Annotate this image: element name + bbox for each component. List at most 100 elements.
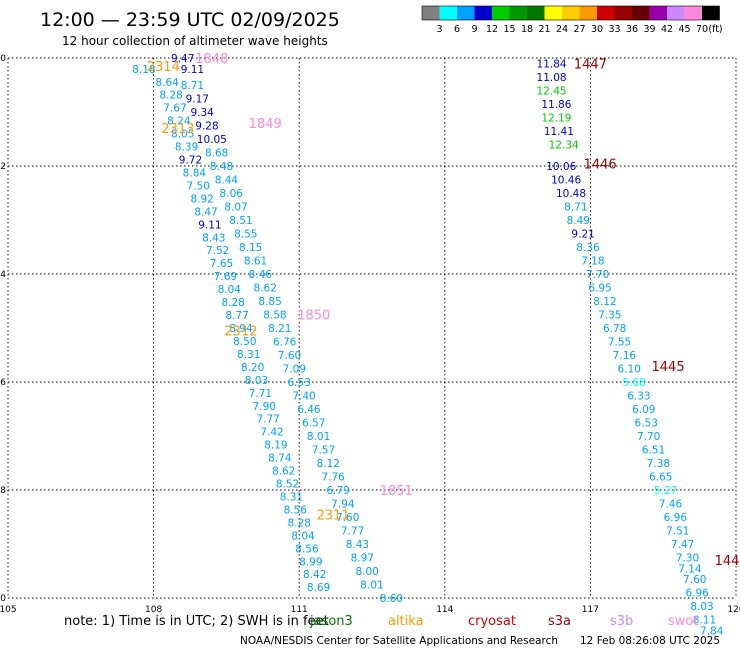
wave-height-value: 8.74 [268,453,292,465]
wave-height-value: 8.05 [171,129,194,141]
legend-swatch [579,6,597,20]
wave-height-value: 8.85 [258,296,281,308]
x-tick-label: 111 [291,605,308,615]
wave-height-value: 8.49 [567,215,590,227]
wave-height-value: 8.48 [210,161,233,173]
wave-height-value: 9.21 [571,229,594,241]
wave-height-value: 7.60 [278,350,301,362]
wave-height-value: 8.64 [155,77,179,89]
wave-height-value: 7.65 [210,258,233,270]
wave-height-value: 7.94 [331,499,355,511]
wave-height-value: 8.19 [264,440,287,452]
wave-height-value: 8.68 [205,148,228,160]
wave-height-value: 7.60 [683,574,706,586]
wave-height-value: 7.71 [249,388,272,400]
pass-time-label: 2314 [147,60,180,75]
legend-label: 30 [591,24,603,35]
wave-height-value: 6.96 [664,512,688,524]
wave-height-value: 9.17 [186,94,209,106]
legend-swatch [632,6,650,20]
wave-height-value: 7.84 [700,625,724,637]
wave-height-value: 8.39 [175,142,198,154]
legend-swatch [597,6,615,20]
wave-height-value: 7.40 [292,391,315,403]
wave-height-value: 6.79 [326,485,349,497]
wave-height-value: 8.07 [224,202,247,214]
mission-label-jason3: jason3 [309,614,353,629]
wave-height-value: 11.86 [541,99,571,111]
legend-label: 6 [454,24,460,35]
wave-height-value: 8.04 [291,530,315,542]
wave-height-value: 8.43 [202,232,225,244]
wave-height-value: 8.00 [355,566,378,578]
wave-height-value: 7.57 [312,445,335,457]
wave-height-value: 8.03 [245,375,268,387]
legend-swatch [702,6,720,20]
wave-height-value: 10.05 [197,134,227,146]
wave-height-value: 6.51 [642,445,665,457]
legend-swatch [492,6,510,20]
pass-time-label: 2311 [317,508,350,523]
pass-time-label: 2312 [224,325,257,340]
mission-label-s3a: s3a [548,614,571,629]
wave-height-value: 8.62 [272,466,295,478]
y-tick-label: -40 [0,54,6,64]
wave-height-value: 7.09 [283,364,306,376]
wave-height-value: 6.76 [273,337,297,349]
footer-credit: NOAA/NESDIS Center for Satellite Applica… [240,635,558,647]
wave-height-value: 10.46 [551,175,581,187]
wave-height-value: 8.71 [564,202,587,214]
wave-height-value: 8.56 [295,543,319,555]
wave-height-value: 6.96 [685,588,709,600]
wave-height-value: 6.46 [297,404,321,416]
wave-height-value: 7.51 [666,526,689,538]
wave-height-value: 9.28 [195,121,218,133]
wave-height-value: 8.52 [276,479,299,491]
wave-height-value: 8.28 [221,297,244,309]
wave-height-value: 7.76 [321,472,345,484]
pass-time-label: 1849 [249,117,282,132]
wave-height-value: 7.42 [260,427,283,439]
wave-height-value: 6.95 [588,283,611,295]
wave-height-value: 8.12 [593,296,616,308]
legend-label: 33 [608,24,620,35]
wave-height-value: 8.06 [220,188,244,200]
x-tick-label: 120 [727,605,740,615]
wave-height-value: 8.01 [307,431,330,443]
wave-height-value: 8.43 [346,539,369,551]
wave-height-value: 9.11 [198,219,221,231]
wave-height-value: 8.62 [254,283,277,295]
wave-height-value: 7.30 [676,553,699,565]
wave-height-value: 7.67 [163,103,186,115]
wave-height-value: 8.94 [229,323,253,335]
wave-height-value: 10.48 [556,188,586,200]
legend-label: 12 [486,24,498,35]
wave-height-value: 8.28 [288,517,311,529]
legend-swatch [422,6,440,20]
pass-time-label: 1446 [584,157,617,172]
wave-height-value: 5.27 [654,485,677,497]
wave-height-value: 8.47 [194,206,217,218]
wave-height-value: 8.42 [303,569,326,581]
wave-height-value: 8.28 [159,90,182,102]
wave-height-value: 6.57 [302,418,325,430]
wave-height-value: 8.21 [268,323,291,335]
wave-height-value: 6.53 [635,418,658,430]
page-title: 12:00 — 23:59 UTC 02/09/2025 [40,9,340,31]
wave-height-value: 7.52 [206,245,229,257]
wave-height-value: 8.77 [225,310,248,322]
wave-height-value: 6.78 [603,323,626,335]
wave-height-value: 9.11 [181,64,204,76]
legend-swatch [684,6,702,20]
legend-swatch [457,6,475,20]
wave-height-value: 8.69 [307,582,330,594]
wave-height-value: 7.38 [647,458,670,470]
legend-swatch [544,6,562,20]
y-tick-label: -44 [0,270,6,280]
wave-height-value: 8.92 [190,193,213,205]
wave-height-value: 6.53 [288,377,311,389]
axis-ticks: 105 108 111 114 117 120 -40 -42 -44 -46 -48 -50 [0,54,740,615]
wave-height-value: 8.01 [360,580,383,592]
wave-height-value: 8.58 [263,310,286,322]
